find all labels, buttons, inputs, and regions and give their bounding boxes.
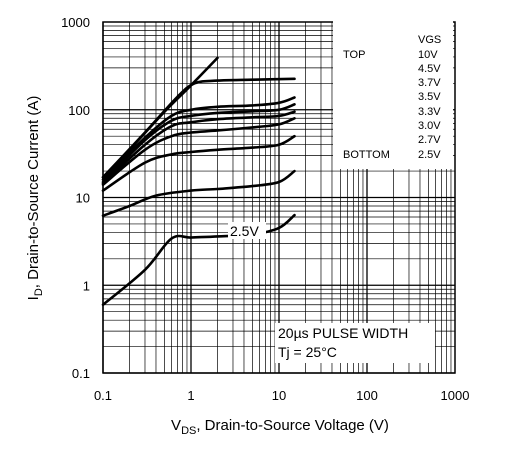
legend-box <box>333 21 453 169</box>
curve-label-bg <box>228 222 266 239</box>
x-tick-label: 1 <box>187 388 194 403</box>
series-group <box>101 56 296 306</box>
tj-label: Tj = 25°C <box>278 344 337 360</box>
legend-bottom-label: BOTTOM <box>343 149 390 161</box>
y-tick-label: 1000 <box>61 15 90 30</box>
y-tick-label: 1 <box>83 278 90 293</box>
legend-top-label: TOP <box>343 49 365 61</box>
series-line-4 <box>101 103 296 184</box>
series-line-3 <box>101 96 296 181</box>
series-line-2 <box>101 77 296 179</box>
x-tick-labels: 0.1 1 10 100 1000 <box>94 388 470 403</box>
x-tick-label: 10 <box>272 388 286 403</box>
series-line-8 <box>101 169 296 217</box>
legend-entry: 3.0V <box>418 120 441 132</box>
x-tick-label: 0.1 <box>94 388 112 403</box>
series-line-7 <box>101 134 296 192</box>
legend-entry: 2.7V <box>418 134 441 146</box>
legend-entry: 10V <box>418 49 438 61</box>
legend-entry: 4.5V <box>418 63 441 75</box>
y-tick-label: 10 <box>76 191 90 206</box>
y-tick-label: 0.1 <box>72 366 90 381</box>
legend-entry: 3.7V <box>418 77 441 89</box>
plot-frame <box>102 21 456 374</box>
curve-label: 2.5V <box>230 223 259 239</box>
series-line-5 <box>101 110 296 185</box>
series-line-6 <box>101 117 296 186</box>
y-axis-title: ID, Drain-to-Source Current (A) <box>25 96 45 301</box>
legend-header: VGS <box>418 34 441 46</box>
x-tick-label: 100 <box>356 388 378 403</box>
y-tick-labels: 1000 100 10 1 0.1 <box>61 15 90 381</box>
legend: VGS TOP BOTTOM 10V 4.5V 3.7V 3.5V 3.3V 3… <box>333 21 453 169</box>
y-tick-label: 100 <box>68 103 90 118</box>
legend-entry: 3.3V <box>418 106 441 118</box>
pulse-width-label: 20µs PULSE WIDTH <box>278 325 408 341</box>
x-axis-title: VDS, Drain-to-Source Voltage (V) <box>171 417 389 437</box>
x-tick-label: 1000 <box>441 388 470 403</box>
legend-entry: 2.5V <box>418 149 441 161</box>
legend-entry: 3.5V <box>418 91 441 103</box>
annotation-box <box>275 323 435 363</box>
series-line-9 <box>101 213 296 306</box>
